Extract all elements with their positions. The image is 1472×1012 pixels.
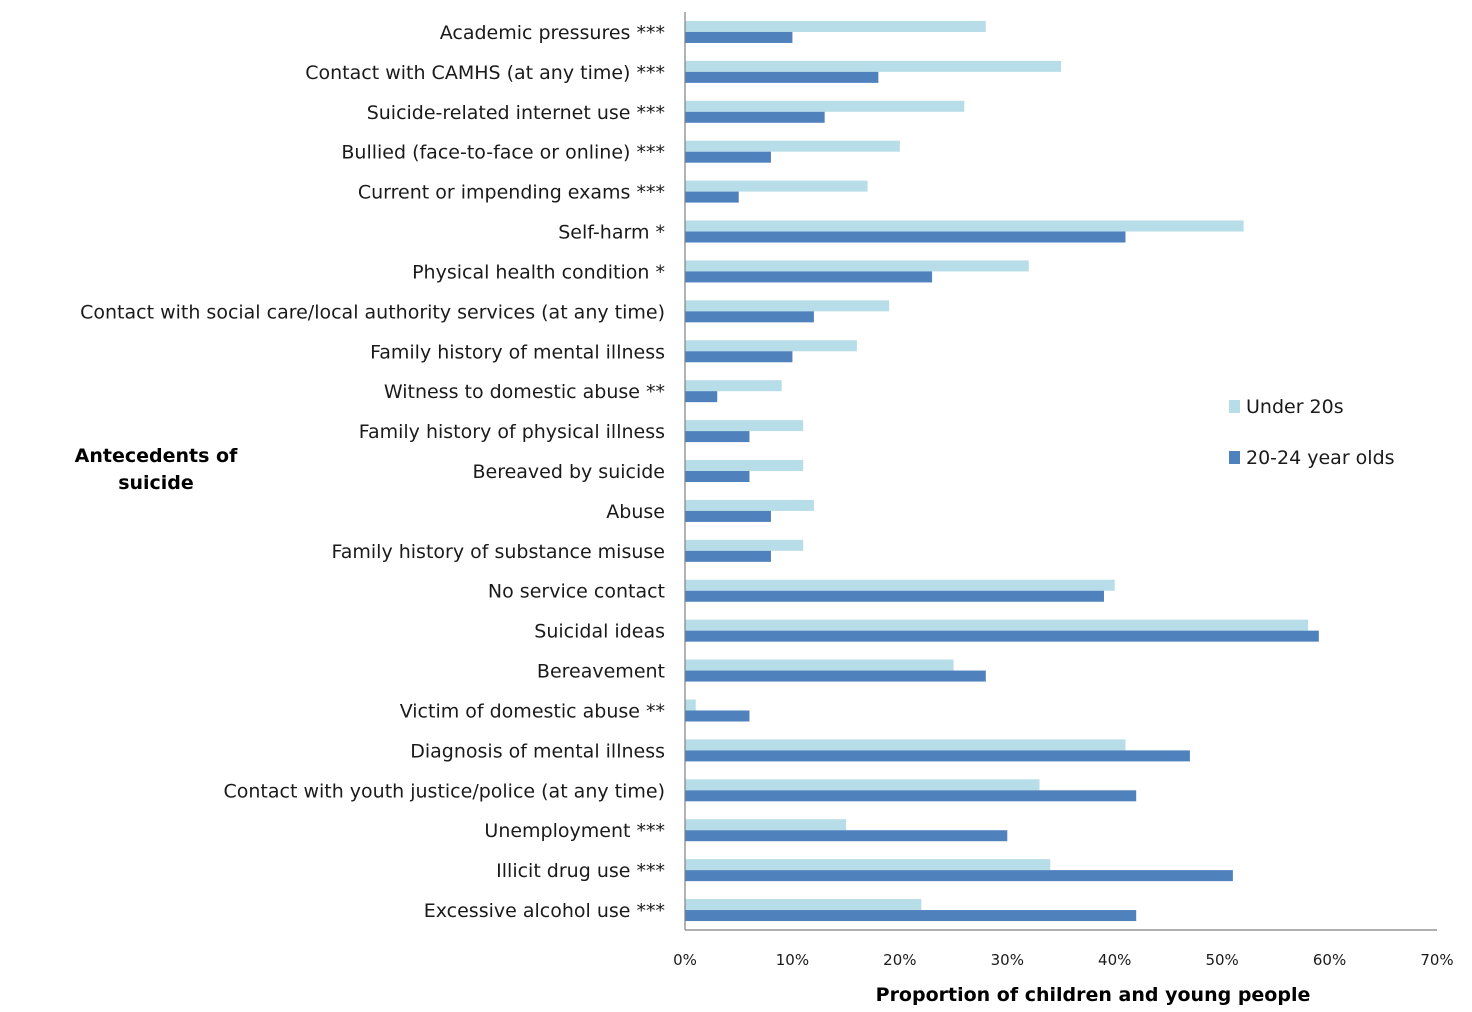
bar-20-24-year-olds-15 — [685, 630, 1319, 642]
bar-20-24-year-olds-4 — [685, 191, 739, 203]
bar-20-24-year-olds-11 — [685, 471, 750, 482]
bar-under-20s-9 — [685, 380, 782, 392]
x-tick-label-5: 50% — [1205, 951, 1238, 969]
bar-20-24-year-olds-20 — [685, 830, 1008, 842]
bar-under-20s-12 — [685, 499, 814, 511]
bar-under-20s-3 — [685, 140, 900, 152]
category-label-22: Excessive alcohol use *** — [424, 900, 665, 922]
bar-under-20s-4 — [685, 180, 868, 192]
category-label-1: Contact with CAMHS (at any time) *** — [305, 62, 665, 84]
bar-20-24-year-olds-18 — [685, 750, 1190, 762]
bar-under-20s-10 — [685, 420, 804, 432]
legend-swatch-under-20s — [1229, 400, 1240, 413]
bar-under-20s-22 — [685, 899, 922, 911]
x-tick-label-2: 20% — [883, 951, 916, 969]
category-label-21: Illicit drug use *** — [496, 860, 665, 882]
category-label-8: Family history of mental illness — [370, 341, 665, 363]
category-label-6: Physical health condition * — [412, 261, 665, 283]
bar-20-24-year-olds-17 — [685, 710, 750, 722]
bar-20-24-year-olds-21 — [685, 870, 1233, 882]
category-label-10: Family history of physical illness — [359, 421, 665, 443]
x-tick-label-7: 70% — [1420, 951, 1453, 969]
bar-20-24-year-olds-8 — [685, 351, 793, 363]
bar-under-20s-6 — [685, 260, 1029, 272]
bar-under-20s-5 — [685, 220, 1244, 232]
bar-under-20s-0 — [685, 20, 986, 32]
x-tick-label-1: 10% — [776, 951, 809, 969]
bar-under-20s-17 — [685, 699, 696, 711]
category-label-7: Contact with social care/local authority… — [80, 301, 665, 323]
legend-swatch-20-24-year-olds — [1229, 451, 1240, 464]
legend: Under 20s 20-24 year olds — [1229, 396, 1395, 469]
category-label-0: Academic pressures *** — [440, 22, 665, 44]
bars-layer — [685, 20, 1319, 922]
category-label-2: Suicide-related internet use *** — [367, 102, 665, 124]
bar-under-20s-8 — [685, 340, 857, 352]
bar-20-24-year-olds-19 — [685, 790, 1137, 802]
legend-label-under-20s: Under 20s — [1246, 396, 1344, 418]
bar-20-24-year-olds-16 — [685, 670, 986, 682]
bar-20-24-year-olds-6 — [685, 271, 933, 283]
bar-20-24-year-olds-7 — [685, 311, 814, 323]
category-label-9: Witness to domestic abuse ** — [384, 381, 665, 403]
category-label-11: Bereaved by suicide — [472, 461, 665, 483]
x-tick-label-0: 0% — [673, 951, 697, 969]
y-axis-title-line-2: suicide — [118, 472, 194, 494]
bar-20-24-year-olds-13 — [685, 550, 771, 562]
bar-20-24-year-olds-9 — [685, 391, 718, 403]
bar-under-20s-13 — [685, 539, 804, 551]
category-label-14: No service contact — [488, 581, 665, 603]
bar-under-20s-1 — [685, 60, 1061, 72]
bar-20-24-year-olds-22 — [685, 910, 1137, 922]
bar-20-24-year-olds-14 — [685, 590, 1104, 602]
category-label-5: Self-harm * — [558, 222, 665, 244]
bar-under-20s-15 — [685, 619, 1309, 631]
bar-20-24-year-olds-1 — [685, 71, 879, 83]
x-tick-labels: 0% 10% 20% 30% 40% 50% 60% 70% — [673, 951, 1454, 969]
bar-20-24-year-olds-12 — [685, 510, 771, 522]
x-axis-title: Proportion of children and young people — [876, 984, 1311, 1006]
category-label-3: Bullied (face-to-face or online) *** — [341, 142, 665, 164]
bar-under-20s-21 — [685, 859, 1051, 871]
bar-under-20s-20 — [685, 819, 847, 831]
y-axis-title-line-1: Antecedents of — [75, 445, 238, 467]
category-labels: Academic pressures *** Contact with CAMHS… — [80, 22, 665, 922]
bar-20-24-year-olds-5 — [685, 231, 1126, 243]
bar-under-20s-14 — [685, 579, 1115, 591]
legend-label-20-24-year-olds: 20-24 year olds — [1246, 447, 1395, 469]
bar-under-20s-7 — [685, 300, 890, 312]
bar-20-24-year-olds-0 — [685, 31, 793, 43]
category-label-17: Victim of domestic abuse ** — [400, 700, 665, 722]
x-tick-label-4: 40% — [1098, 951, 1131, 969]
bar-under-20s-19 — [685, 779, 1040, 791]
category-label-4: Current or impending exams *** — [358, 182, 665, 204]
bar-under-20s-2 — [685, 100, 965, 112]
bar-under-20s-16 — [685, 659, 954, 671]
category-label-15: Suicidal ideas — [534, 621, 665, 643]
bar-under-20s-18 — [685, 739, 1126, 751]
bar-20-24-year-olds-2 — [685, 111, 825, 123]
category-label-16: Bereavement — [537, 661, 665, 683]
category-label-20: Unemployment *** — [484, 820, 665, 842]
bar-20-24-year-olds-3 — [685, 151, 771, 163]
category-label-19: Contact with youth justice/police (at an… — [223, 780, 665, 802]
category-label-12: Abuse — [606, 501, 665, 523]
x-tick-label-6: 60% — [1313, 951, 1346, 969]
bar-20-24-year-olds-10 — [685, 431, 750, 443]
bar-under-20s-11 — [685, 460, 804, 471]
category-label-18: Diagnosis of mental illness — [410, 740, 665, 762]
category-label-13: Family history of substance misuse — [332, 541, 665, 563]
x-tick-label-3: 30% — [991, 951, 1024, 969]
